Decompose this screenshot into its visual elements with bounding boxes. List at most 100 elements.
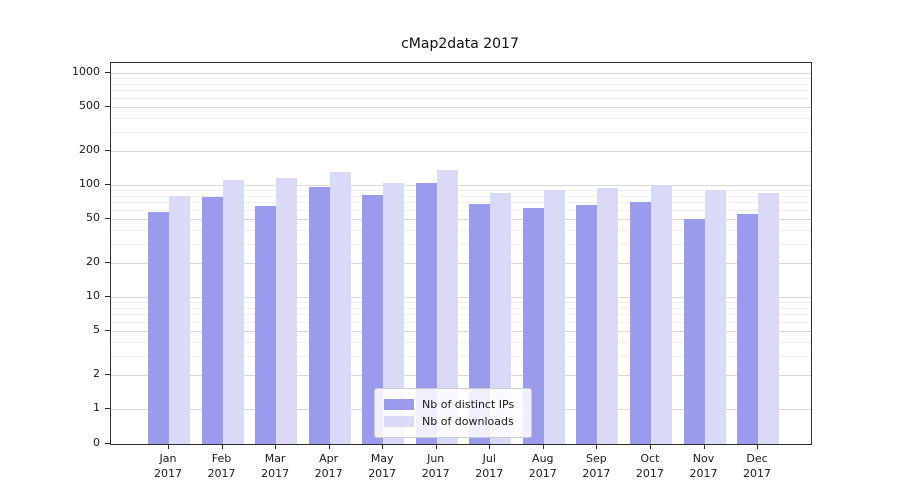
x-axis-tick-label: May 2017 <box>368 452 397 480</box>
y-axis-tick-label: 500 <box>79 98 100 112</box>
x-axis-tick-mark <box>275 444 277 449</box>
gridline-major <box>111 297 811 298</box>
x-axis-tick-mark <box>221 444 223 449</box>
gridline-minor <box>111 229 811 231</box>
gridline-major <box>111 218 811 220</box>
x-axis-tick-mark <box>328 444 330 449</box>
bar-distinct-ips <box>576 205 598 444</box>
x-axis-tick-label: Mar 2017 <box>261 452 290 480</box>
x-axis-tick-mark <box>596 444 598 449</box>
x-axis-tick-label: Sep 2017 <box>582 452 611 480</box>
legend-label-downloads: Nb of downloads <box>422 415 514 428</box>
y-axis-tick-mark <box>105 217 110 219</box>
plot-area: Nb of distinct IPs Nb of downloads <box>110 62 812 445</box>
bar-distinct-ips <box>201 197 223 444</box>
x-axis-tick-label: Jun 2017 <box>421 452 450 480</box>
bar-distinct-ips <box>629 202 651 444</box>
y-axis-tick-label: 2 <box>93 367 100 381</box>
y-axis-tick-label: 0 <box>93 436 100 449</box>
y-axis-tick-label: 1 <box>93 401 100 414</box>
bar-distinct-ips <box>308 186 330 444</box>
y-axis-tick-label: 100 <box>79 177 100 190</box>
bar-downloads <box>758 192 779 444</box>
bar-distinct-ips <box>683 218 705 444</box>
bar-distinct-ips <box>737 214 758 444</box>
x-axis-tick-label: Aug 2017 <box>528 452 557 480</box>
gridline-major <box>111 185 811 186</box>
gridline-minor <box>111 97 811 99</box>
chart-legend: Nb of distinct IPs Nb of downloads <box>374 388 532 438</box>
gridline-minor <box>111 83 811 85</box>
gridline-minor <box>111 243 811 245</box>
y-axis-tick-label: 20 <box>86 255 100 269</box>
gridline-minor <box>111 341 811 343</box>
x-axis-tick-mark <box>489 444 491 449</box>
bar-downloads <box>436 170 458 444</box>
gridline-major <box>111 330 811 332</box>
x-axis-tick-label: Feb 2017 <box>207 452 236 480</box>
x-axis-tick-label: Dec 2017 <box>743 452 771 480</box>
y-axis-tick-mark <box>105 72 110 73</box>
legend-item-distinct-ips: Nb of distinct IPs <box>384 396 521 413</box>
gridline-minor <box>111 195 811 197</box>
gridline-minor <box>111 78 811 80</box>
gridline-minor <box>111 131 811 133</box>
bar-distinct-ips <box>415 182 437 444</box>
bar-downloads <box>222 180 244 444</box>
y-axis-tick-mark <box>105 184 110 185</box>
gridline-minor <box>111 314 811 316</box>
x-axis-tick-mark <box>542 444 544 449</box>
gridline-minor <box>111 307 811 309</box>
x-axis-tick-mark <box>382 444 384 449</box>
bar-downloads <box>490 192 512 444</box>
y-axis-tick-label: 5 <box>93 322 100 336</box>
y-axis-tick-mark <box>105 329 110 331</box>
gridline-minor <box>111 90 811 92</box>
bar-downloads <box>704 190 726 444</box>
x-axis-tick-label: Jan 2017 <box>154 452 182 480</box>
legend-swatch-downloads <box>384 416 414 427</box>
y-axis-tick-mark <box>105 150 110 152</box>
bar-downloads <box>276 178 298 444</box>
bar-downloads <box>597 187 619 444</box>
legend-item-downloads: Nb of downloads <box>384 413 521 430</box>
bar-distinct-ips <box>255 206 277 444</box>
bar-distinct-ips <box>362 194 384 444</box>
y-axis-tick-label: 10 <box>86 289 100 302</box>
gridline-minor <box>111 190 811 192</box>
legend-label-distinct-ips: Nb of distinct IPs <box>422 398 515 411</box>
gridline-major <box>111 151 811 153</box>
gridline-minor <box>111 302 811 304</box>
y-axis-tick-label: 50 <box>86 210 100 224</box>
x-axis-tick-mark <box>168 444 169 449</box>
gridline-major <box>111 106 811 108</box>
x-axis-tick-label: Nov 2017 <box>689 452 718 480</box>
x-axis-tick-label: Oct 2017 <box>635 452 664 480</box>
bar-downloads <box>383 182 405 444</box>
x-axis-tick-mark <box>703 444 705 449</box>
x-axis-tick-mark <box>757 444 758 449</box>
bar-distinct-ips <box>469 203 491 444</box>
y-axis-tick-label: 1000 <box>72 65 100 78</box>
gridline-minor <box>111 209 811 211</box>
chart-title: cMap2data 2017 <box>401 36 519 52</box>
legend-swatch-distinct-ips <box>384 399 414 410</box>
gridline-minor <box>111 202 811 204</box>
gridline-major <box>111 375 811 377</box>
gridline-minor <box>111 117 811 119</box>
bar-downloads <box>543 190 565 444</box>
x-axis-tick-label: Jul 2017 <box>475 452 504 480</box>
bar-downloads <box>169 195 190 444</box>
gridline-minor <box>111 321 811 323</box>
y-axis-tick-mark <box>105 296 110 297</box>
y-axis-tick-mark <box>105 262 110 264</box>
gridline-major <box>111 263 811 265</box>
bar-distinct-ips <box>522 208 544 444</box>
bar-downloads <box>329 172 351 444</box>
gridline-minor <box>111 355 811 357</box>
x-axis-tick-mark <box>435 444 437 449</box>
y-axis-tick-mark <box>105 105 110 107</box>
x-axis-tick-label: Apr 2017 <box>314 452 343 480</box>
y-axis-tick-mark <box>105 374 110 376</box>
